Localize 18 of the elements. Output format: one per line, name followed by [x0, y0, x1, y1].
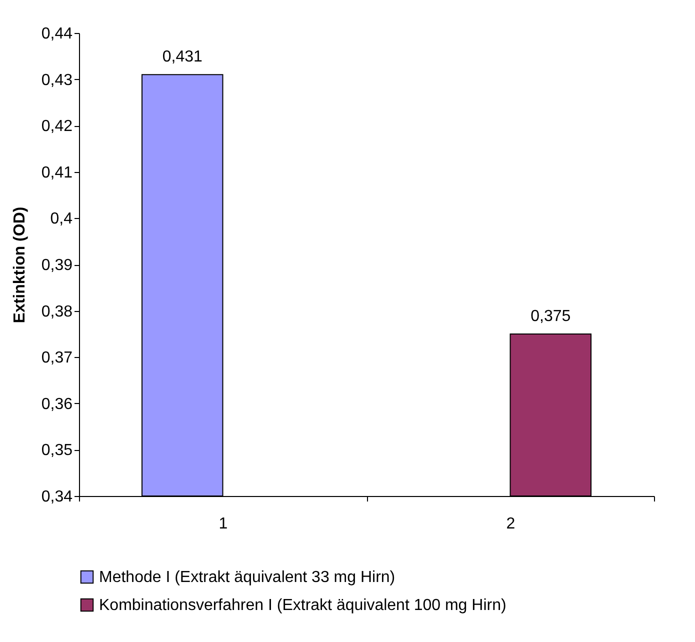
y-tick-label: 0,4	[50, 210, 73, 228]
data-label: 0,375	[530, 308, 571, 325]
y-tick-label: 0,36	[41, 396, 73, 413]
y-tick-label: 0,41	[41, 164, 73, 182]
legend-label: Methode I (Extrakt äquivalent 33 mg Hirn)	[99, 569, 396, 586]
y-tick-label: 0,44	[41, 26, 73, 42]
y-tick-label: 0,35	[41, 442, 73, 460]
y-tick-label: 0,43	[41, 72, 73, 89]
x-tick-label: 1	[218, 516, 228, 532]
y-tick-label: 0,37	[41, 350, 73, 367]
data-label: 0,431	[162, 48, 202, 66]
x-tick-label: 2	[506, 516, 516, 532]
y-tick-label: 0,38	[41, 303, 73, 320]
y-tick-label: 0,34	[41, 488, 73, 506]
y-axis-title: Extinktion (OD)	[11, 206, 28, 324]
legend-label: Kombinationsverfahren I (Extrakt äquivalent 100 mg Hirn)	[99, 597, 506, 614]
y-tick-label: 0,39	[41, 257, 73, 274]
y-tick-label: 0,42	[41, 118, 73, 136]
